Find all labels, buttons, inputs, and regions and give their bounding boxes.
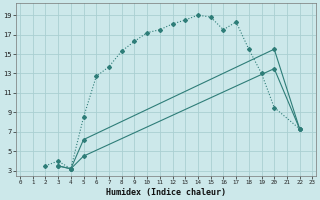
X-axis label: Humidex (Indice chaleur): Humidex (Indice chaleur) bbox=[106, 188, 226, 197]
